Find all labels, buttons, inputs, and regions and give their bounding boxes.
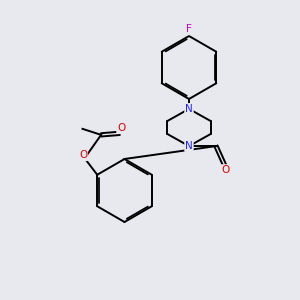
Text: N: N [185, 104, 193, 114]
Text: N: N [185, 141, 193, 151]
Text: F: F [186, 24, 192, 34]
Text: O: O [79, 150, 87, 160]
Text: O: O [117, 123, 125, 133]
Text: O: O [222, 165, 230, 175]
